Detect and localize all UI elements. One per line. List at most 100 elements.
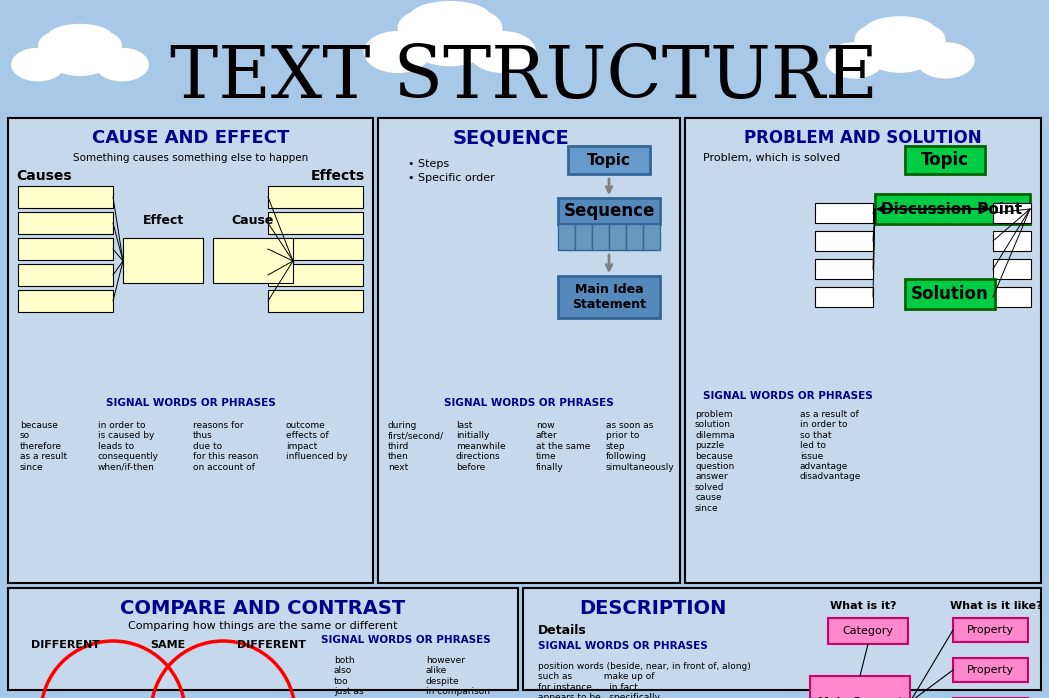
FancyBboxPatch shape [558, 198, 660, 224]
Text: now
after
at the same
time
finally: now after at the same time finally [536, 421, 591, 472]
FancyBboxPatch shape [905, 146, 985, 174]
FancyBboxPatch shape [875, 194, 1030, 224]
FancyBboxPatch shape [626, 224, 643, 250]
Text: as a result of
in order to
so that
led to
issue
advantage
disadvantage: as a result of in order to so that led t… [800, 410, 861, 482]
Text: Discussion Point: Discussion Point [881, 202, 1023, 216]
FancyBboxPatch shape [18, 212, 113, 234]
Text: Effects: Effects [311, 169, 365, 183]
Text: • Steps: • Steps [408, 159, 449, 169]
Text: Problem, which is solved: Problem, which is solved [703, 153, 840, 163]
FancyBboxPatch shape [810, 676, 909, 698]
Ellipse shape [861, 27, 939, 73]
Text: Sequence: Sequence [563, 202, 655, 220]
Text: TEXT STRUCTURE: TEXT STRUCTURE [170, 43, 878, 113]
Ellipse shape [364, 31, 431, 73]
FancyBboxPatch shape [267, 238, 363, 260]
FancyBboxPatch shape [828, 618, 908, 644]
Text: What is it like?: What is it like? [949, 601, 1043, 611]
FancyBboxPatch shape [18, 264, 113, 286]
Ellipse shape [405, 14, 495, 66]
Text: SAME: SAME [150, 640, 186, 650]
Text: outcome
effects of
impact
influenced by: outcome effects of impact influenced by [286, 421, 348, 461]
Ellipse shape [44, 34, 116, 76]
Text: Effect: Effect [143, 214, 184, 228]
FancyBboxPatch shape [558, 276, 660, 318]
Text: as soon as
prior to
step
following
simultaneously: as soon as prior to step following simul… [606, 421, 675, 472]
Ellipse shape [95, 47, 149, 82]
Text: Solution: Solution [912, 285, 989, 303]
FancyBboxPatch shape [568, 146, 650, 174]
FancyBboxPatch shape [905, 279, 996, 309]
FancyBboxPatch shape [18, 238, 113, 260]
Text: SIGNAL WORDS OR PHRASES: SIGNAL WORDS OR PHRASES [321, 635, 491, 645]
FancyBboxPatch shape [18, 290, 113, 312]
Text: during
first/second/
third
then
next: during first/second/ third then next [388, 421, 444, 472]
Text: Cause: Cause [232, 214, 274, 228]
FancyBboxPatch shape [8, 588, 518, 690]
FancyBboxPatch shape [575, 224, 592, 250]
Text: position words (beside, near, in front of, along)
such as           make up of
f: position words (beside, near, in front o… [538, 662, 751, 698]
Text: because
so
therefore
as a result
since: because so therefore as a result since [20, 421, 67, 472]
Text: What is it?: What is it? [830, 601, 896, 611]
Text: both
also
too
just as
instead of
alike
unlike
but
similarity
opposite
different : both also too just as instead of alike u… [334, 656, 397, 698]
FancyBboxPatch shape [993, 231, 1031, 251]
Ellipse shape [74, 31, 122, 61]
Text: Category: Category [842, 626, 894, 636]
FancyBboxPatch shape [267, 290, 363, 312]
Text: Property: Property [966, 665, 1013, 675]
FancyBboxPatch shape [815, 231, 873, 251]
Ellipse shape [409, 1, 491, 34]
FancyBboxPatch shape [815, 259, 873, 279]
FancyBboxPatch shape [8, 118, 373, 583]
FancyBboxPatch shape [952, 618, 1028, 642]
Text: last
initially
meanwhile
directions
before: last initially meanwhile directions befo… [456, 421, 506, 472]
Text: DIFFERENT: DIFFERENT [236, 640, 305, 650]
Ellipse shape [398, 9, 457, 47]
Text: problem
solution
dilemma
puzzle
because
question
answer
solved
cause
since: problem solution dilemma puzzle because … [695, 410, 734, 512]
Text: DESCRIPTION: DESCRIPTION [579, 598, 727, 618]
FancyBboxPatch shape [993, 259, 1031, 279]
Text: Comparing how things are the same or different: Comparing how things are the same or dif… [128, 621, 398, 631]
Text: SIGNAL WORDS OR PHRASES: SIGNAL WORDS OR PHRASES [538, 641, 708, 651]
Text: Causes: Causes [16, 169, 71, 183]
Text: Details: Details [538, 623, 586, 637]
Ellipse shape [826, 42, 883, 79]
Text: • Specific order: • Specific order [408, 173, 495, 183]
FancyBboxPatch shape [993, 203, 1031, 223]
Text: Topic: Topic [587, 152, 630, 168]
Text: PROBLEM AND SOLUTION: PROBLEM AND SOLUTION [744, 129, 982, 147]
Text: however
alike
despite
in comparison
either-or
yet
on the contrary
on the other
h: however alike despite in comparison eith… [426, 656, 496, 698]
Text: SIGNAL WORDS OR PHRASES: SIGNAL WORDS OR PHRASES [703, 391, 873, 401]
Text: SEQUENCE: SEQUENCE [453, 128, 570, 147]
Text: Something causes something else to happen: Something causes something else to happe… [72, 153, 308, 163]
FancyBboxPatch shape [609, 224, 626, 250]
FancyBboxPatch shape [523, 588, 1041, 690]
Text: SIGNAL WORDS OR PHRASES: SIGNAL WORDS OR PHRASES [106, 398, 276, 408]
FancyBboxPatch shape [685, 118, 1041, 583]
Ellipse shape [469, 31, 536, 73]
Text: Main Concept: Main Concept [817, 697, 902, 698]
FancyBboxPatch shape [378, 118, 680, 583]
FancyBboxPatch shape [815, 287, 873, 307]
Ellipse shape [894, 23, 945, 56]
FancyBboxPatch shape [558, 224, 575, 250]
FancyBboxPatch shape [993, 287, 1031, 307]
FancyBboxPatch shape [643, 224, 660, 250]
Text: reasons for
thus
due to
for this reason
on account of: reasons for thus due to for this reason … [193, 421, 258, 472]
Text: Property: Property [966, 625, 1013, 635]
Ellipse shape [10, 47, 65, 82]
FancyBboxPatch shape [18, 186, 113, 208]
Text: Topic: Topic [921, 151, 969, 169]
FancyBboxPatch shape [267, 186, 363, 208]
Ellipse shape [916, 42, 975, 79]
Ellipse shape [443, 9, 502, 47]
FancyBboxPatch shape [592, 224, 609, 250]
Text: SIGNAL WORDS OR PHRASES: SIGNAL WORDS OR PHRASES [444, 398, 614, 408]
FancyBboxPatch shape [815, 203, 873, 223]
FancyBboxPatch shape [123, 238, 204, 283]
FancyBboxPatch shape [952, 658, 1028, 682]
Ellipse shape [855, 23, 906, 56]
Text: COMPARE AND CONTRAST: COMPARE AND CONTRAST [121, 598, 406, 618]
Text: CAUSE AND EFFECT: CAUSE AND EFFECT [92, 129, 290, 147]
Ellipse shape [864, 16, 936, 45]
